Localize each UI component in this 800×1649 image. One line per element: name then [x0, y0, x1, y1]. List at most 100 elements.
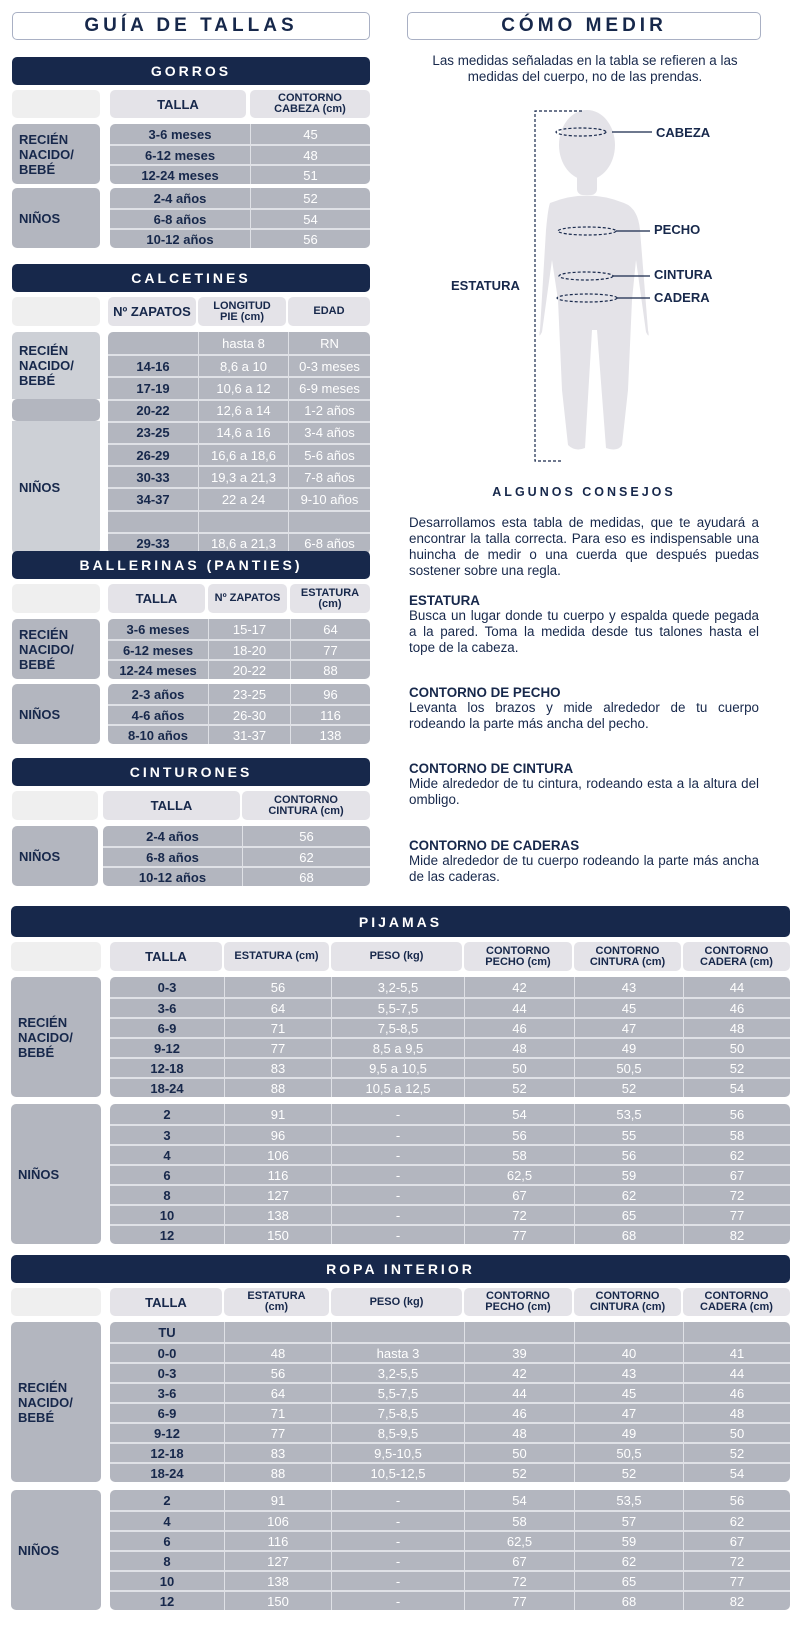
table-cell: 62	[683, 1512, 790, 1530]
table-cell: 3-6	[157, 1000, 177, 1016]
table-row: 0-3 56 3,2-5,5 42 43 44	[110, 977, 790, 997]
table-cell: 3-6 meses	[148, 126, 212, 142]
table-cell: 44	[464, 999, 574, 1017]
tip-hips: CONTORNO DE CADERAS Mide alrededor de tu…	[409, 838, 759, 885]
group-data-block: 2-3 años 23-25 96 4-6 años 26-30 116 8-10 años…	[108, 684, 370, 744]
table-cell: 15-17	[208, 619, 290, 639]
table-row: 6 116-62,5 59 67	[110, 1164, 790, 1184]
pijamas-title-bar: PIJAMAS	[11, 906, 790, 937]
table-cell: 91	[224, 1104, 331, 1124]
table-cell: 56	[683, 1104, 790, 1124]
table-cell: 54	[683, 1464, 790, 1482]
table-cell: 72	[464, 1572, 574, 1590]
table-cell: 62	[242, 848, 370, 866]
group-label: RECIÉN NACIDO/ BEBÉ	[11, 977, 101, 1097]
table-cell: 106	[224, 1512, 331, 1530]
tip-heading: CONTORNO DE CINTURA	[409, 761, 574, 776]
header-empty-cell	[11, 1288, 101, 1316]
table-cell: hasta 8	[198, 332, 288, 355]
table-row: 12-18 83 9,5 a 10,5 50 50,5 52	[110, 1057, 790, 1077]
table-row: 6-8 años 62	[103, 846, 370, 866]
table-cell: 0-3	[157, 1365, 177, 1381]
table-cell: 6-12 meses	[144, 147, 216, 163]
table-cell: 83	[224, 1059, 331, 1077]
table-cell: 46	[464, 1019, 574, 1037]
column-header: Nº ZAPATOS	[108, 297, 196, 326]
table-cell: 34-37	[136, 491, 170, 507]
table-cell: 47	[574, 1019, 683, 1037]
column-header: TALLA	[110, 1288, 222, 1316]
table-cell: 0-3	[157, 979, 177, 995]
how-to-measure-intro: Las medidas señaladas en la tabla se ref…	[432, 53, 738, 84]
group-label: NIÑOS	[12, 684, 100, 744]
table-cell: 9-10 años	[288, 489, 370, 510]
table-cell: 4	[163, 1147, 171, 1163]
table-cell: 62	[574, 1186, 683, 1204]
table-cell: 91	[224, 1490, 331, 1510]
table-cell: 41	[683, 1344, 790, 1362]
group-data-block: 23-25 14,6 a 16 3-4 años 26-29 16,6 a 18,6 5-…	[108, 420, 370, 554]
table-cell: 65	[574, 1206, 683, 1224]
table-cell: 46	[683, 1384, 790, 1402]
tips-intro: Desarrollamos esta tabla de medidas, que…	[409, 515, 759, 578]
table-cell: 67	[683, 1532, 790, 1550]
table-cell: 53,5	[574, 1490, 683, 1510]
table-row: 4 106-58 57 62	[110, 1510, 790, 1530]
table-cell: 16,6 a 18,6	[198, 444, 288, 466]
column-header: ESTATURA (cm)	[224, 942, 329, 971]
table-cell: 59	[574, 1532, 683, 1550]
table-cell: 18,6 a 21,3	[198, 533, 288, 554]
table-row: 12 150-77 68 82	[110, 1590, 790, 1610]
tips-title: ALGUNOS CONSEJOS	[492, 485, 676, 499]
table-cell: 62	[574, 1552, 683, 1570]
group-data-block: 0-3 56 3,2-5,5 42 43 44 3-6 64 5,5-7,5 44 45 46 6-9 7…	[110, 977, 790, 1097]
table-cell: 12-18	[150, 1060, 184, 1076]
column-header: TALLA	[110, 90, 246, 118]
table-cell: 48	[464, 1424, 574, 1442]
table-cell: -	[331, 1166, 464, 1184]
table-row: 18-24 88 10,5 a 12,5 52 52 54	[110, 1077, 790, 1097]
table-row: 0-3 56 3,2-5,5 42 43 44	[110, 1362, 790, 1382]
table-cell: 7-8 años	[288, 467, 370, 488]
table-cell: 6-9 meses	[288, 378, 370, 399]
table-cell: 3-6 meses	[126, 621, 190, 637]
column-header: PESO (kg)	[331, 942, 462, 971]
table-cell: 10-12 años	[138, 869, 207, 885]
table-cell: 10	[159, 1573, 175, 1589]
hip-label: CADERA	[654, 290, 710, 305]
table-row: 2-3 años 23-25 96	[108, 684, 370, 704]
table-cell: -	[331, 1126, 464, 1144]
table-cell: 20-22	[136, 403, 170, 419]
table-cell	[464, 1322, 574, 1342]
table-cell: RN	[288, 332, 370, 355]
tip-waist: CONTORNO DE CINTURA Mide alrededor de tu…	[409, 761, 759, 808]
table-cell: 42	[464, 977, 574, 997]
header-empty-cell	[11, 942, 101, 971]
table-cell: 12	[159, 1227, 175, 1243]
table-row: 3-6 meses 45	[110, 124, 370, 144]
table-cell: 52	[574, 1079, 683, 1097]
table-cell: 67	[683, 1166, 790, 1184]
table-cell: 47	[574, 1404, 683, 1422]
table-cell: 4	[163, 1513, 171, 1529]
table-cell: 96	[290, 684, 370, 704]
table-cell: 52	[464, 1079, 574, 1097]
table-cell: 72	[683, 1186, 790, 1204]
table-cell: 56	[464, 1126, 574, 1144]
calcetines-title-bar: CALCETINES	[12, 264, 370, 292]
table-cell: 50	[683, 1424, 790, 1442]
table-cell: 58	[464, 1146, 574, 1164]
table-cell: -	[331, 1146, 464, 1164]
table-cell: 62	[683, 1146, 790, 1164]
table-cell: 29-33	[136, 536, 170, 552]
table-row: 10-12 años 68	[103, 866, 370, 886]
table-cell: 18-24	[150, 1465, 184, 1481]
table-row: 26-29 16,6 a 18,6 5-6 años	[108, 442, 370, 466]
table-cell: 54	[250, 210, 370, 228]
height-label: ESTATURA	[451, 278, 520, 293]
table-cell: 59	[574, 1166, 683, 1184]
table-cell: 88	[224, 1464, 331, 1482]
head-measure-ring	[555, 127, 607, 137]
table-row: 6-12 meses 18-20 77	[108, 639, 370, 659]
header-empty-cell	[12, 791, 98, 820]
